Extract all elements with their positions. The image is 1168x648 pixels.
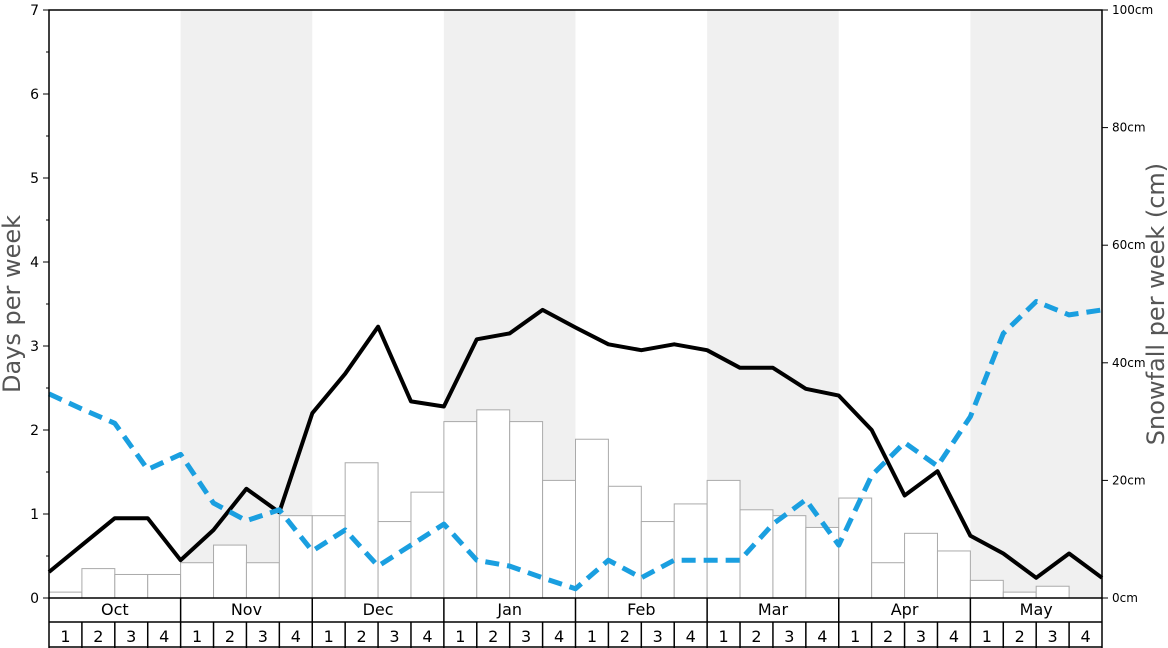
snowfall-bar — [969, 579, 1004, 599]
month-band — [180, 10, 313, 598]
snowfall-bar — [805, 526, 840, 599]
left-tick-label: 6 — [30, 87, 39, 103]
snowfall-bars — [48, 409, 1070, 599]
week-label: 3 — [126, 627, 136, 646]
snowfall-bar — [410, 491, 445, 599]
week-label: 3 — [653, 627, 663, 646]
right-tick-label: 40cm — [1112, 356, 1146, 370]
left-tick-label: 2 — [30, 423, 39, 439]
week-label: 4 — [422, 627, 432, 646]
snowfall-bar — [48, 591, 83, 599]
week-label: 2 — [93, 627, 103, 646]
snowfall-bar — [1002, 591, 1037, 599]
week-label: 1 — [60, 627, 70, 646]
snowfall-bar — [245, 562, 280, 599]
snowfall-bar — [81, 568, 116, 599]
snowfall-bar — [706, 479, 741, 599]
snowfall-bar — [904, 532, 938, 599]
snowfall-bar — [607, 485, 642, 599]
right-tick-label: 100cm — [1112, 3, 1153, 17]
snowfall-bar — [213, 544, 247, 599]
snowfall-bar — [476, 409, 511, 599]
month-label: Apr — [891, 600, 919, 619]
series-lines — [47, 299, 1104, 592]
week-label: 3 — [1048, 627, 1058, 646]
month-label: Dec — [363, 600, 394, 619]
week-label: 1 — [455, 627, 465, 646]
snowfall-bar — [1035, 585, 1070, 599]
snowfall-bar — [673, 503, 708, 599]
week-label: 2 — [488, 627, 498, 646]
snowfall-bar — [542, 479, 576, 599]
month-label: Nov — [231, 600, 262, 619]
week-label: 4 — [949, 627, 959, 646]
month-label: May — [1020, 600, 1053, 619]
snowfall-bar — [147, 573, 182, 599]
month-label: Jan — [496, 600, 522, 619]
week-label: 1 — [982, 627, 992, 646]
month-label: Mar — [758, 600, 789, 619]
week-label: 3 — [521, 627, 531, 646]
left-y-axis: 0 1 2 3 4 5 6 7 — [30, 3, 49, 607]
week-label: 3 — [784, 627, 794, 646]
week-label: 4 — [686, 627, 696, 646]
week-label: 4 — [554, 627, 564, 646]
right-tick-label: 60cm — [1112, 238, 1146, 252]
week-label: 2 — [357, 627, 367, 646]
right-tick-label: 20cm — [1112, 473, 1146, 487]
week-label: 1 — [850, 627, 860, 646]
week-label: 3 — [916, 627, 926, 646]
snowfall-bar — [180, 562, 215, 599]
week-label: 3 — [258, 627, 268, 646]
snowfall-bar — [377, 521, 412, 599]
left-tick-label: 4 — [30, 255, 39, 271]
snowfall-bar — [311, 515, 346, 599]
week-label: 1 — [192, 627, 202, 646]
month-label: Oct — [101, 600, 129, 619]
snowfall-bar — [443, 421, 478, 599]
x-axis-table: Oct 1 2 3 4 Nov 1 2 3 4 Dec 1 2 3 4 Jan 1 2 3 4 Feb 1 2 3 4 Mar 1 2… — [48, 598, 1103, 648]
week-label: 2 — [751, 627, 761, 646]
snowfall-bar — [936, 550, 971, 599]
snowfall-bar — [640, 521, 675, 599]
solid-series-line — [47, 307, 1104, 580]
week-label: 4 — [291, 627, 301, 646]
month-label: Feb — [627, 600, 655, 619]
left-tick-label: 1 — [30, 507, 39, 523]
week-label: 4 — [817, 627, 827, 646]
left-tick-label: 7 — [30, 3, 39, 19]
snowfall-bar — [871, 562, 906, 599]
right-y-axis: 0cm 20cm 40cm 60cm 80cm 100cm — [1102, 3, 1153, 605]
week-label: 4 — [1080, 627, 1090, 646]
right-tick-label: 80cm — [1112, 121, 1146, 135]
snowfall-bar — [344, 462, 379, 599]
week-label: 2 — [620, 627, 630, 646]
week-label: 2 — [883, 627, 893, 646]
week-label: 2 — [1015, 627, 1025, 646]
left-tick-label: 3 — [30, 339, 39, 355]
week-label: 2 — [225, 627, 235, 646]
week-label: 4 — [159, 627, 169, 646]
week-label: 1 — [587, 627, 597, 646]
snowfall-bar — [114, 573, 149, 599]
week-label: 1 — [718, 627, 728, 646]
dashed-series-line — [47, 299, 1103, 592]
snowfall-bar — [772, 515, 807, 599]
snowfall-bar — [838, 497, 873, 599]
week-label: 1 — [324, 627, 334, 646]
week-label: 3 — [389, 627, 399, 646]
right-axis-title: Snowfall per week (cm) — [1142, 163, 1168, 445]
month-bands — [180, 10, 1102, 598]
right-tick-label: 0cm — [1112, 591, 1138, 605]
snowfall-bar — [509, 421, 544, 599]
left-axis-title: Days per week — [0, 215, 26, 393]
left-tick-label: 5 — [30, 171, 39, 187]
left-tick-label: 0 — [30, 591, 39, 607]
